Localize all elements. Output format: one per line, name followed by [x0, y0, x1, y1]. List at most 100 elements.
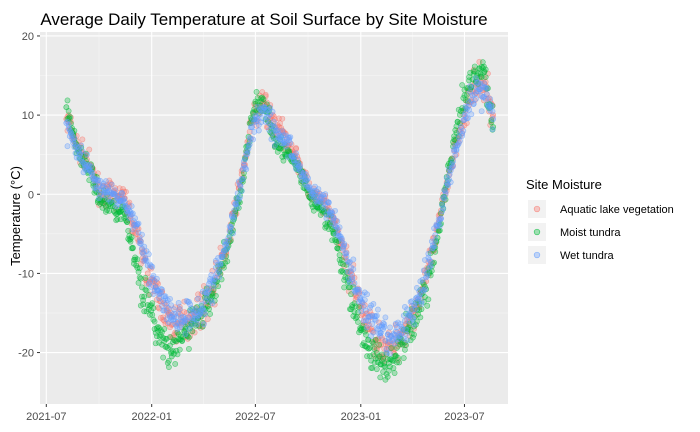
data-point	[406, 320, 413, 327]
legend-label: Moist tundra	[560, 227, 621, 239]
x-tick-label: 2022-07	[235, 411, 275, 423]
data-point	[411, 302, 418, 308]
data-point	[315, 186, 322, 193]
data-point	[411, 323, 417, 330]
data-point	[230, 230, 236, 237]
data-point	[459, 82, 466, 88]
data-point	[364, 291, 370, 298]
data-point	[436, 223, 443, 230]
data-point	[317, 198, 324, 205]
data-point	[403, 326, 409, 333]
data-point	[194, 321, 200, 328]
series-3	[63, 75, 497, 357]
data-point	[285, 154, 291, 160]
data-point	[410, 316, 416, 322]
data-point	[364, 324, 370, 331]
data-point	[427, 262, 434, 269]
data-point	[490, 116, 497, 122]
data-point	[418, 298, 425, 305]
data-point	[143, 287, 150, 294]
data-point	[149, 300, 156, 307]
data-point	[377, 361, 384, 368]
data-point	[187, 308, 193, 315]
data-point	[403, 342, 409, 349]
legend-marker	[533, 251, 541, 259]
data-point	[372, 317, 379, 324]
data-point	[479, 59, 486, 66]
data-point	[488, 102, 495, 109]
y-tick-label: 20	[22, 31, 34, 43]
data-point	[128, 203, 135, 210]
x-tick-label: 2022-01	[132, 411, 172, 423]
data-point	[369, 321, 376, 327]
data-point	[71, 135, 78, 142]
data-point	[323, 215, 330, 222]
data-point	[140, 301, 147, 308]
data-point	[145, 292, 152, 298]
data-point	[210, 283, 217, 290]
data-point	[206, 287, 212, 294]
data-point	[294, 156, 301, 163]
data-point	[209, 300, 216, 307]
data-point	[330, 215, 337, 221]
data-point	[482, 74, 489, 80]
data-point	[96, 195, 102, 202]
data-point	[171, 306, 177, 313]
data-point	[489, 108, 496, 115]
data-point	[401, 317, 408, 324]
x-tick-label: 2021-07	[26, 411, 66, 423]
data-point	[344, 268, 351, 275]
data-point	[178, 333, 184, 340]
data-point	[141, 243, 148, 250]
data-point	[382, 314, 389, 321]
data-point	[129, 210, 136, 217]
data-point	[356, 286, 362, 293]
data-point	[382, 337, 389, 344]
data-point	[390, 365, 397, 371]
legend-items: Aquatic lake vegetation Moist tundra Wet t…	[528, 200, 674, 264]
data-point	[436, 227, 443, 234]
data-point	[466, 106, 472, 113]
data-point	[425, 296, 432, 303]
data-point	[456, 138, 463, 144]
data-point	[188, 322, 195, 328]
data-point	[259, 115, 266, 122]
data-point	[89, 169, 96, 176]
data-point	[397, 321, 404, 327]
data-point	[172, 361, 179, 367]
data-point	[411, 331, 417, 338]
data-point	[135, 229, 142, 236]
data-point	[188, 305, 195, 312]
data-point	[175, 300, 182, 306]
data-point	[79, 136, 86, 143]
data-point	[376, 353, 383, 360]
data-point	[210, 279, 217, 286]
data-point	[385, 367, 392, 374]
data-point	[381, 360, 388, 367]
data-point	[107, 198, 114, 205]
data-point	[322, 191, 329, 198]
data-point	[268, 136, 275, 143]
data-point	[68, 129, 74, 136]
data-point	[343, 253, 350, 260]
data-point	[383, 346, 390, 352]
data-point	[112, 187, 118, 194]
x-tick-label: 2023-01	[341, 411, 381, 423]
data-point	[134, 256, 141, 263]
data-point	[200, 321, 207, 328]
data-point	[159, 286, 165, 293]
data-point	[148, 283, 155, 290]
data-point	[278, 140, 285, 147]
data-point	[270, 113, 277, 120]
data-point	[293, 146, 299, 152]
data-point	[145, 251, 152, 258]
data-point	[489, 126, 496, 133]
data-point	[243, 166, 250, 173]
data-point	[452, 152, 459, 159]
data-point	[367, 344, 373, 351]
data-point	[234, 204, 241, 210]
data-point	[135, 220, 142, 227]
data-point	[467, 83, 474, 89]
data-point	[79, 148, 86, 155]
data-point	[202, 311, 208, 318]
